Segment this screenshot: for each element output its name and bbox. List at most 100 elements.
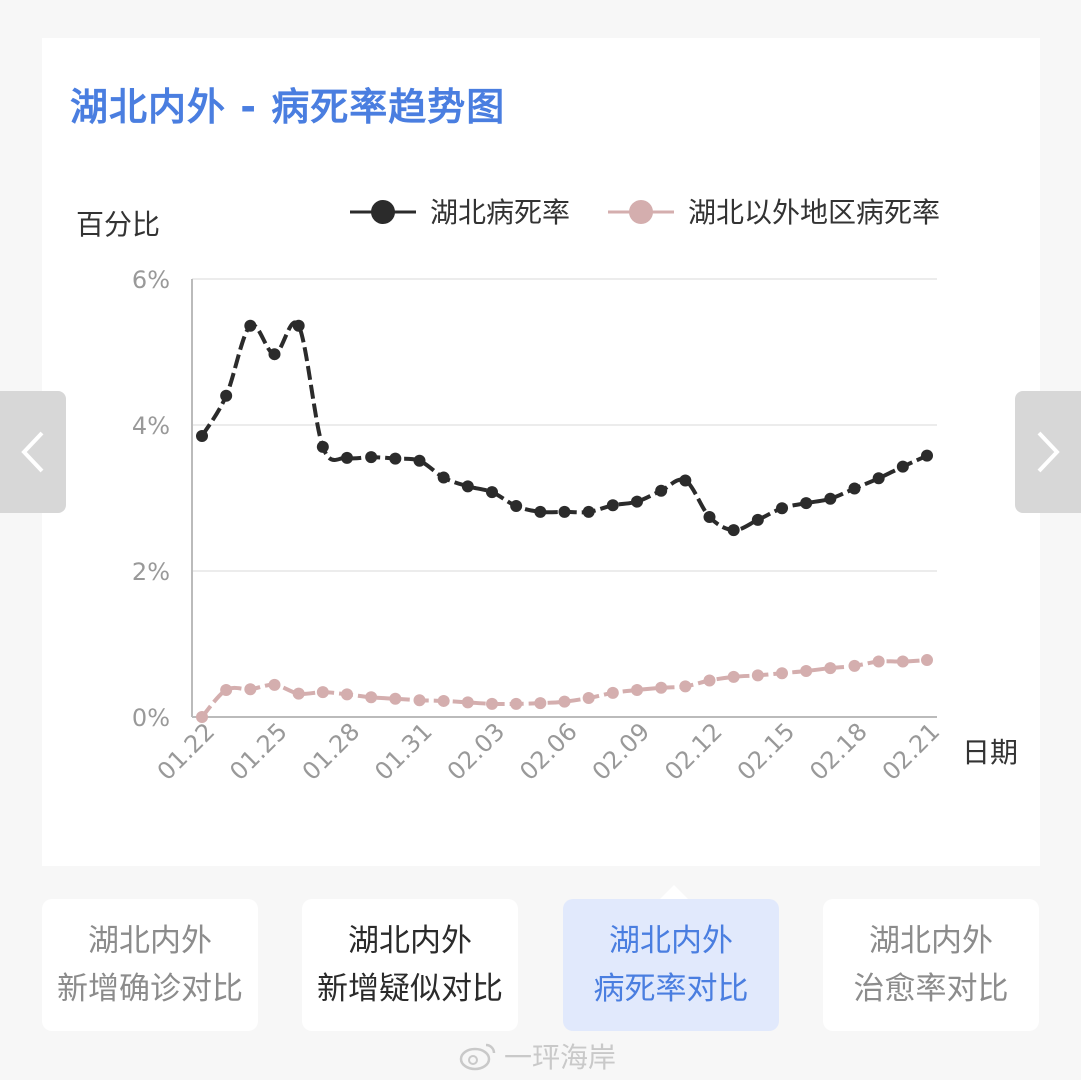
y-tick-label: 6%: [132, 266, 170, 294]
x-tick-label: 02.03: [442, 717, 510, 785]
data-point: [582, 505, 595, 518]
line-chart: 01.22 01.25 01.28 01.31 02.03 02.06 02.09 02.12…: [76, 196, 1018, 786]
series-0: [196, 319, 933, 537]
watermark-text: 一玶海岸: [504, 1041, 617, 1074]
data-point: [316, 440, 329, 453]
tab-label-line1: 湖北内外: [88, 923, 212, 959]
data-point: [437, 694, 450, 707]
tab-fatality-rate[interactable]: 湖北内外 病死率对比: [563, 899, 779, 1031]
data-point: [268, 348, 281, 361]
data-point: [534, 697, 547, 710]
tab-label-line2: 新增确诊对比: [57, 971, 243, 1007]
legend-label: 湖北以外地区病死率: [688, 196, 940, 229]
tab-label-line1: 湖北内外: [869, 923, 993, 959]
data-point: [606, 499, 619, 512]
data-point: [292, 319, 305, 332]
data-point: [631, 495, 643, 508]
tab-new-suspected[interactable]: 湖北内外 新增疑似对比: [302, 899, 518, 1031]
data-point: [510, 500, 523, 513]
x-tick-label: 02.12: [659, 717, 727, 785]
y-tick-label: 0%: [132, 704, 170, 732]
data-point: [244, 319, 257, 332]
data-point: [341, 451, 353, 464]
data-point: [751, 513, 764, 526]
y-tick-label: 4%: [132, 412, 170, 440]
data-point: [534, 505, 547, 518]
next-button[interactable]: [1015, 391, 1081, 513]
data-point: [751, 669, 764, 682]
legend-label: 湖北病死率: [430, 196, 570, 229]
data-point: [655, 681, 668, 694]
prev-button[interactable]: [0, 391, 66, 513]
chevron-left-icon: [21, 431, 44, 473]
chart-card: 湖北内外 - 病死率趋势图 01.22 01.25 01.28 01.31 02.03 0…: [42, 38, 1040, 866]
data-point: [896, 655, 909, 668]
data-point: [437, 471, 450, 484]
x-tick-label: 02.18: [804, 717, 872, 785]
data-point: [389, 452, 402, 465]
data-point: [292, 687, 305, 700]
weibo-logo-icon: [459, 1043, 496, 1071]
x-tick-label: 01.25: [224, 717, 292, 785]
data-point: [631, 683, 643, 696]
data-point: [558, 695, 571, 708]
data-point: [510, 697, 523, 710]
data-point: [921, 449, 933, 462]
data-point: [389, 692, 402, 705]
data-point: [486, 697, 498, 710]
data-point: [196, 429, 208, 442]
tab-label-line2: 治愈率对比: [853, 971, 1009, 1007]
data-point: [365, 691, 378, 704]
data-point: [848, 659, 861, 672]
legend-item[interactable]: 湖北以外地区病死率: [608, 196, 940, 229]
data-point: [824, 662, 837, 675]
data-point: [800, 665, 813, 678]
data-point: [896, 460, 909, 473]
chart-tabs: 湖北内外 新增确诊对比 湖北内外 新增疑似对比 湖北内外 病死率对比 湖北内外 …: [42, 899, 1040, 1031]
data-point: [196, 711, 208, 723]
x-tick-label: 01.28: [297, 717, 365, 785]
active-tab-pointer: [659, 885, 689, 900]
x-tick-label: 02.09: [587, 717, 655, 785]
data-point: [848, 482, 861, 495]
watermark: 一玶海岸: [458, 1036, 616, 1076]
legend-marker: [629, 200, 653, 224]
data-point: [413, 694, 426, 707]
data-point: [220, 389, 233, 402]
data-point: [268, 678, 281, 691]
x-axis-label: 日期: [962, 736, 1018, 769]
data-point: [727, 524, 740, 537]
tab-label-line1: 湖北内外: [609, 923, 733, 959]
legend-item[interactable]: 湖北病死率: [350, 196, 570, 229]
x-tick-label: 02.06: [514, 717, 582, 785]
chevron-right-icon: [1037, 431, 1060, 473]
data-point: [776, 502, 788, 515]
data-point: [316, 686, 329, 699]
x-tick-label: 02.21: [877, 717, 945, 785]
data-point: [800, 497, 813, 510]
data-point: [776, 667, 788, 680]
legend-marker: [371, 200, 395, 224]
chart-title: 湖北内外 - 病死率趋势图: [70, 85, 506, 129]
data-point: [872, 472, 885, 485]
data-point: [220, 683, 233, 696]
tab-new-confirmed[interactable]: 湖北内外 新增确诊对比: [42, 899, 258, 1031]
tab-label-line1: 湖北内外: [348, 923, 472, 959]
y-axis-label: 百分比: [76, 208, 160, 241]
data-point: [486, 486, 498, 499]
series-line: [200, 658, 928, 719]
y-tick-label: 2%: [132, 558, 170, 586]
data-point: [703, 510, 716, 523]
data-point: [679, 680, 692, 693]
series-1: [196, 654, 933, 723]
data-point: [461, 696, 474, 709]
data-point: [679, 474, 692, 487]
data-point: [365, 451, 378, 464]
tab-label-line2: 病死率对比: [593, 971, 749, 1007]
x-tick-label: 02.15: [732, 717, 800, 785]
data-point: [461, 480, 474, 493]
tab-label-line2: 新增疑似对比: [317, 971, 503, 1007]
x-tick-label: 01.31: [369, 717, 437, 785]
tab-cure-rate[interactable]: 湖北内外 治愈率对比: [823, 899, 1039, 1031]
series-line: [200, 320, 928, 533]
